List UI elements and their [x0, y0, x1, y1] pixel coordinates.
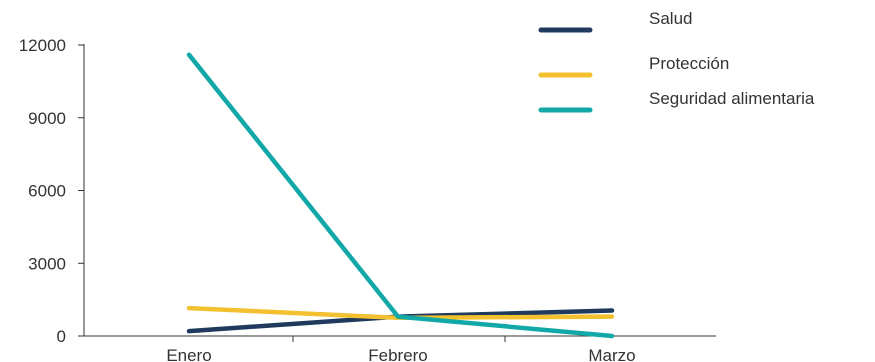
legend-label: Salud	[649, 9, 692, 28]
legend-label: Seguridad alimentaria	[649, 89, 815, 108]
x-tick-label: Febrero	[368, 346, 428, 362]
legend: Salud Protección Seguridad alimentaria	[538, 9, 815, 113]
x-ticks: Enero Febrero Marzo	[166, 336, 636, 362]
y-tick-label: 12000	[19, 36, 66, 55]
y-tick-label: 6000	[28, 182, 66, 201]
series-lines	[186, 52, 615, 339]
y-tick-label: 0	[57, 327, 66, 346]
x-tick-label: Enero	[166, 346, 211, 362]
x-tick-label: Marzo	[588, 346, 635, 362]
series-line-seguridad-alimentaria	[186, 52, 615, 339]
y-ticks: 0 3000 6000 9000 12000	[19, 36, 84, 346]
legend-label: Protección	[649, 54, 729, 73]
y-tick-label: 9000	[28, 109, 66, 128]
y-tick-label: 3000	[28, 254, 66, 273]
